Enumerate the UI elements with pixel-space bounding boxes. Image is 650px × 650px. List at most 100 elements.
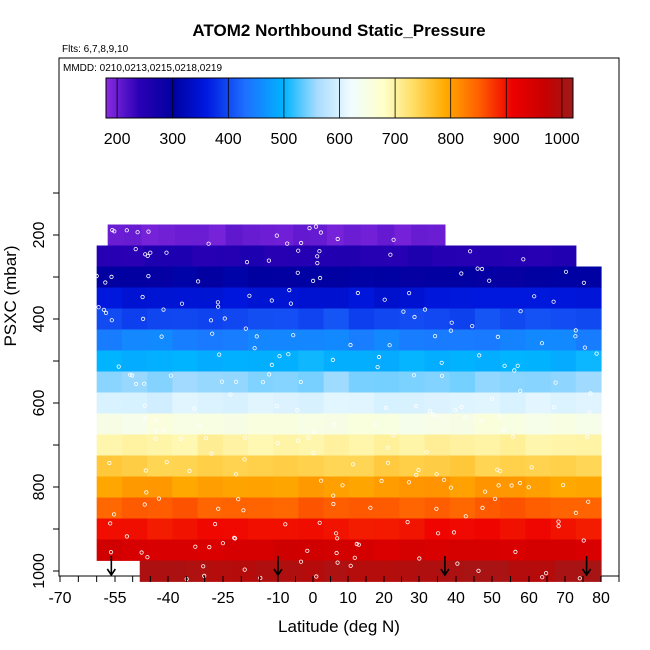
colorbar-ticks: 200 300 400 500 600 700 800 900 1000 <box>104 78 580 148</box>
heatmap-cell <box>273 392 299 414</box>
heatmap-cell <box>96 371 123 393</box>
heatmap-cell <box>197 266 224 288</box>
sample-point <box>335 536 340 541</box>
sample-point <box>463 415 468 420</box>
heatmap-cell <box>96 455 123 477</box>
sample-point <box>391 433 396 438</box>
heatmap-cell <box>575 455 602 477</box>
heatmap-cell <box>449 434 476 456</box>
sample-point <box>295 438 301 443</box>
sample-point <box>424 450 429 455</box>
heatmap-cell <box>96 476 123 498</box>
sample-point <box>298 379 303 385</box>
sample-point <box>254 334 259 339</box>
colorbar-tick-label: 700 <box>382 131 409 148</box>
sample-point <box>213 521 218 527</box>
sample-point <box>283 522 288 527</box>
sample-point <box>305 548 310 553</box>
profile-marker-arrowhead <box>273 568 283 577</box>
colorbar-tick-label: 200 <box>104 131 131 148</box>
heatmap-cell <box>208 224 227 246</box>
sample-point <box>417 556 422 561</box>
heatmap-cell <box>384 245 409 267</box>
sample-point <box>159 334 164 339</box>
heatmap-cell <box>411 224 429 246</box>
heatmap-cell <box>360 224 379 246</box>
heatmap-cell <box>197 308 224 330</box>
heatmap-cell <box>374 455 400 477</box>
sample-point <box>594 351 599 356</box>
heatmap-cell <box>399 413 426 435</box>
sample-point <box>311 450 316 456</box>
sample-point <box>96 305 101 310</box>
heatmap-cell <box>449 350 476 372</box>
heatmap-cell <box>360 245 385 267</box>
sample-point <box>487 278 492 283</box>
heatmap-cell <box>424 539 451 561</box>
sample-point <box>161 427 166 433</box>
heatmap-cell <box>222 476 249 498</box>
sample-point <box>467 249 473 254</box>
sample-point <box>354 541 359 547</box>
sample-point <box>242 567 247 572</box>
heatmap-cell <box>348 497 375 519</box>
heatmap-cell <box>222 308 249 330</box>
heatmap-cell <box>399 518 426 540</box>
sample-point <box>209 451 214 456</box>
heatmap-cell <box>141 224 159 246</box>
sample-point <box>492 496 498 501</box>
sample-point <box>497 414 502 419</box>
sample-point <box>142 403 147 408</box>
heatmap-cell <box>147 539 173 561</box>
heatmap-cell <box>216 245 242 267</box>
heatmap-cell <box>298 308 325 330</box>
heatmap-cell <box>474 497 501 519</box>
sample-point <box>581 280 587 285</box>
heatmap-cell <box>343 224 362 246</box>
heatmap-cell <box>144 245 170 267</box>
sample-point <box>406 290 412 296</box>
heatmap-cell <box>399 350 426 372</box>
heatmap-cell <box>500 497 526 519</box>
sample-point <box>453 408 458 413</box>
y-axis-label: PSXC (mbar) <box>1 245 20 346</box>
heatmap-cell <box>298 539 325 561</box>
sample-point <box>335 236 340 242</box>
heatmap-cell <box>222 497 249 519</box>
heatmap-cell <box>225 224 244 246</box>
heatmap-cell <box>273 413 299 435</box>
heatmap-cell <box>222 392 249 414</box>
sample-point <box>142 381 147 386</box>
sample-point <box>220 541 225 546</box>
heatmap-cell <box>298 455 325 477</box>
heatmap-cell <box>348 287 375 309</box>
sample-point <box>387 343 392 348</box>
sample-point <box>311 429 316 434</box>
heatmap-cell <box>449 455 476 477</box>
heatmap-cell <box>121 371 148 393</box>
heatmap-cell <box>575 413 602 435</box>
sample-point <box>422 307 428 312</box>
heatmap-cell <box>121 413 148 435</box>
sample-point <box>124 534 130 539</box>
sample-point <box>154 418 159 423</box>
sample-point <box>573 510 579 516</box>
heatmap-cell <box>550 434 577 456</box>
chart-title: ATOM2 Northbound Static_Pressure <box>192 21 485 40</box>
heatmap-cell <box>222 413 249 435</box>
sample-point <box>318 478 324 483</box>
heatmap-cell <box>298 497 325 519</box>
heatmap-cell <box>147 308 173 330</box>
heatmap-cell <box>172 413 199 435</box>
heatmap-cell <box>147 371 173 393</box>
heatmap-cell <box>424 350 451 372</box>
sample-point <box>135 230 140 235</box>
heatmap-cell <box>527 245 553 267</box>
heatmap-cell <box>323 539 350 561</box>
heatmap-cell <box>348 266 375 288</box>
x-axis: -70 -55 -40 -25 -10 0 10 20 30 40 50 60 70 80 <box>48 576 620 607</box>
sample-point <box>178 436 183 441</box>
heatmap-cell <box>348 329 375 351</box>
heatmap-cell <box>298 371 325 393</box>
sample-point <box>269 298 274 303</box>
